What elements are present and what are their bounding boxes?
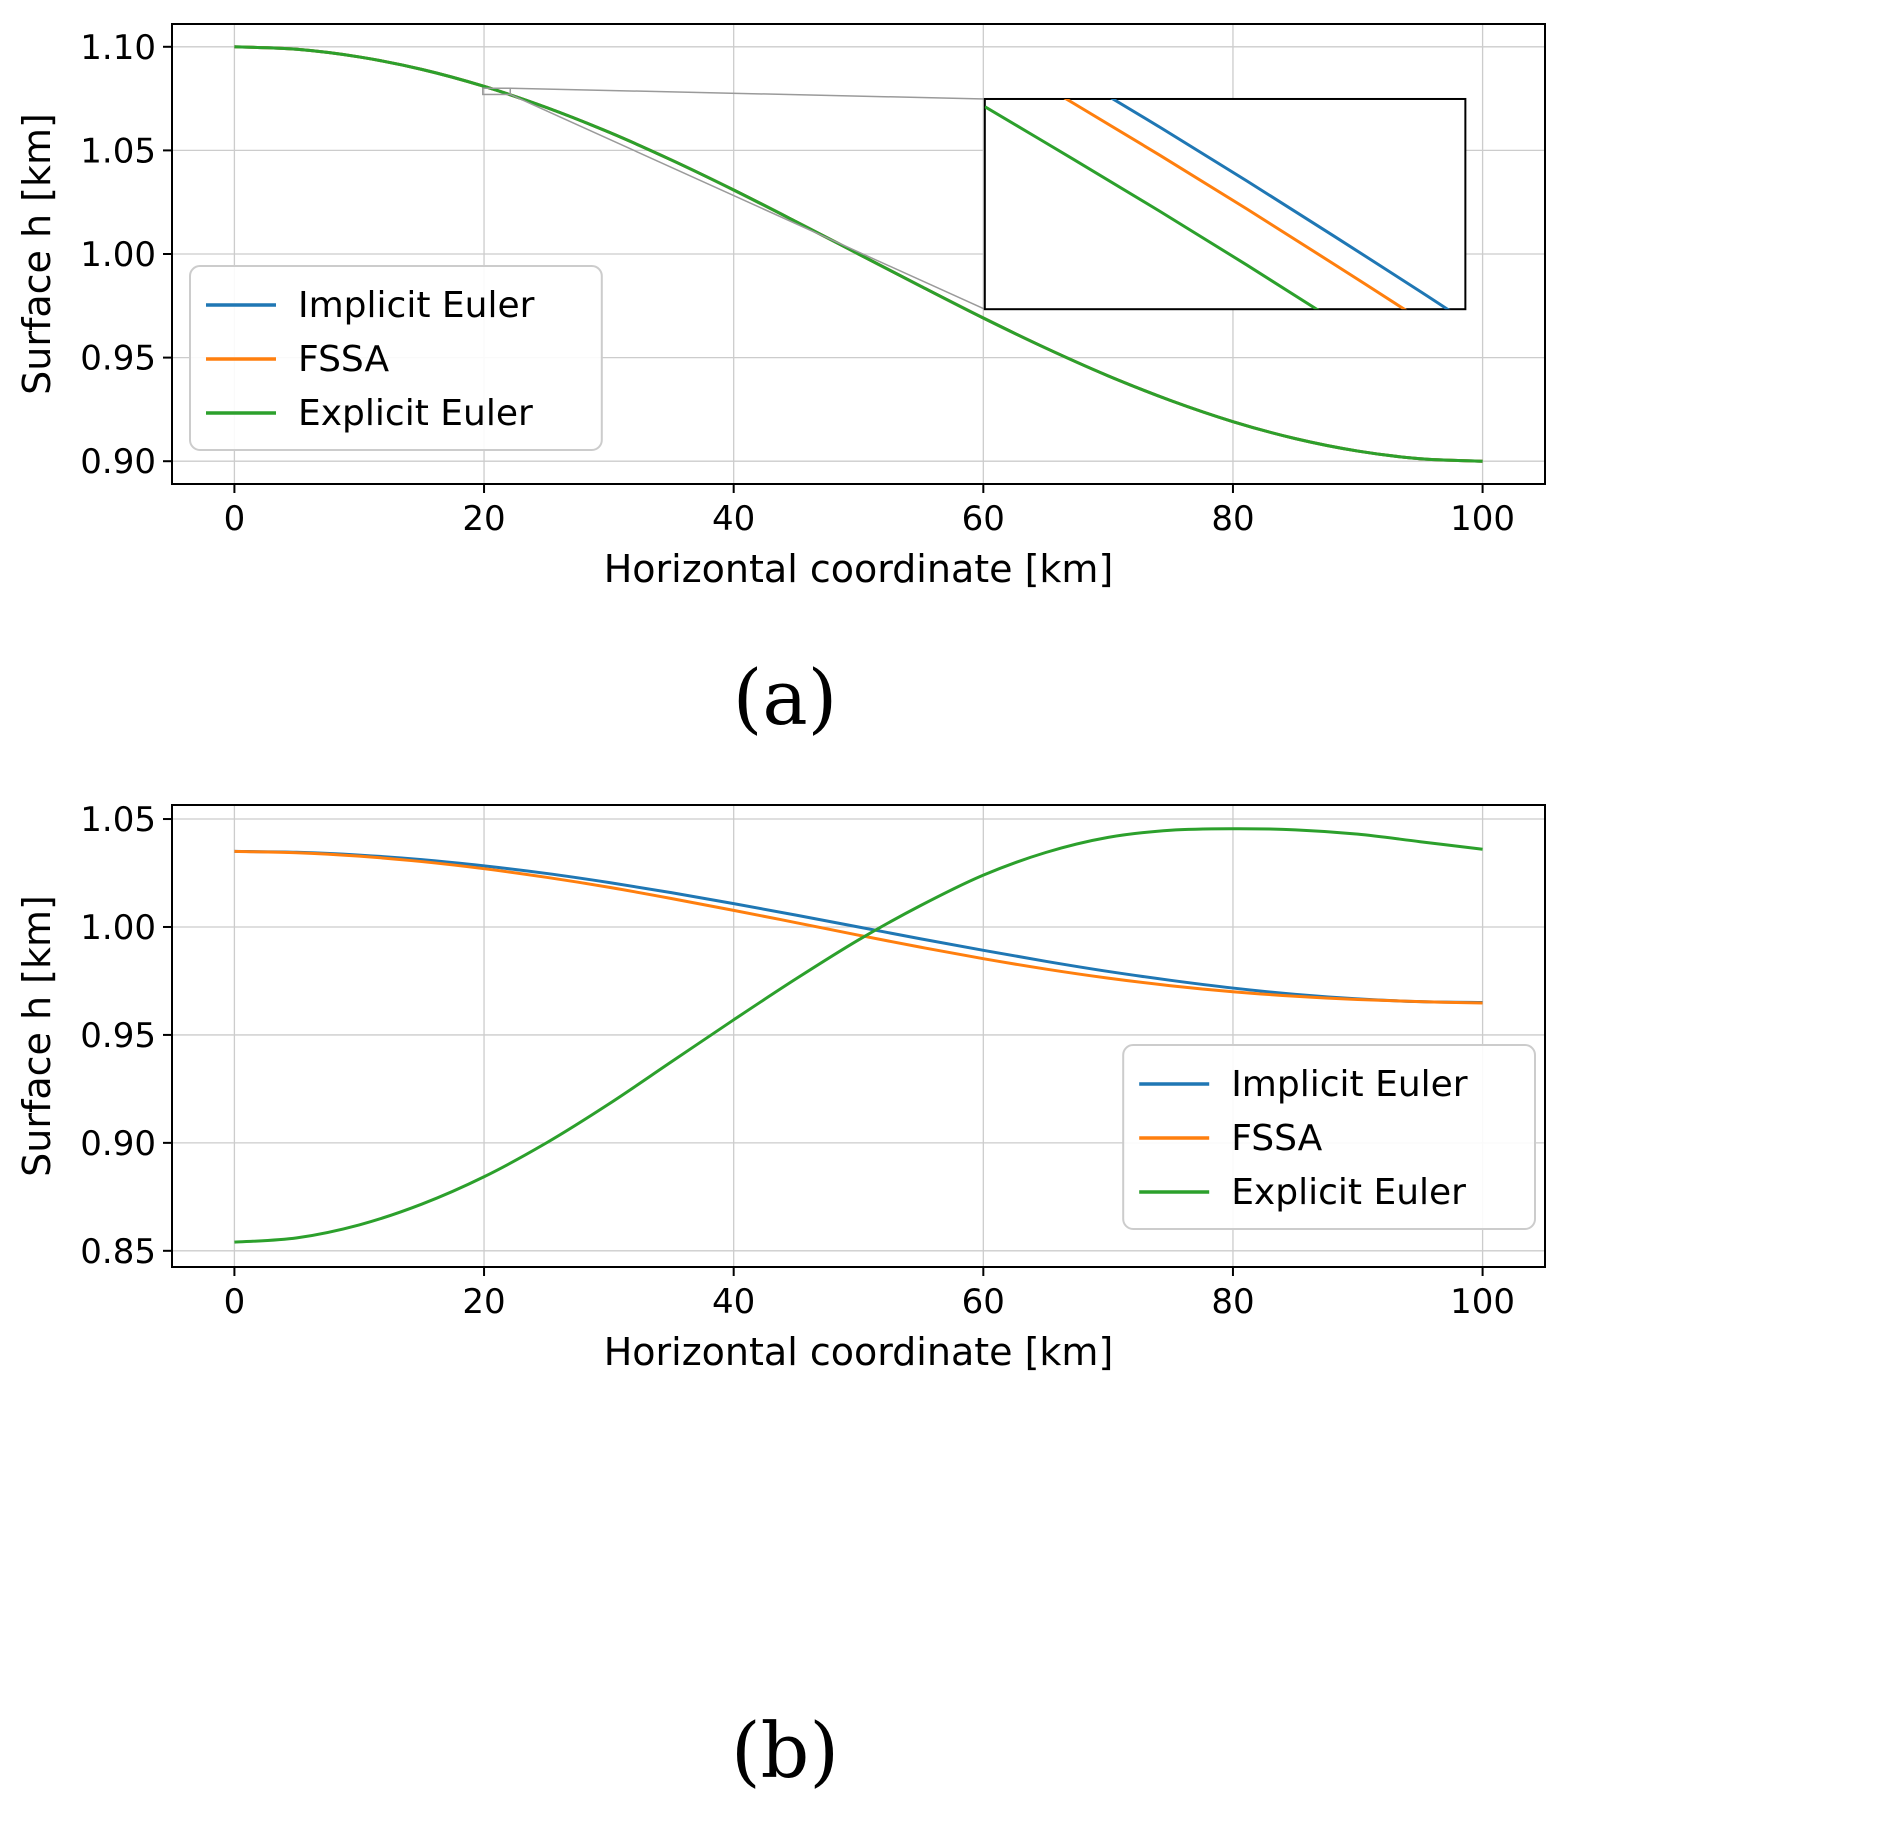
axis-ticks: 0 20 40 60 80 100 0.85 0.90 0.95 1.00 1.05 [80, 800, 1515, 1322]
y-tick-label: 1.00 [80, 908, 156, 948]
zoom-indicator-rect [482, 87, 512, 96]
x-tick-label: 20 [462, 1282, 505, 1322]
chart-b: 0 20 40 60 80 100 0.85 0.90 0.95 1.00 1.05 Horizont… [15, 800, 1546, 1374]
x-axis-label: Horizontal coordinate [km] [604, 547, 1114, 591]
legend-label-explicit-euler: Explicit Euler [298, 393, 533, 434]
y-tick-label: 1.10 [80, 28, 156, 68]
inset-box [983, 97, 1467, 311]
legend: Implicit Euler FSSA Explicit Euler [1122, 1044, 1536, 1231]
inset-series-explicit-euler [984, 105, 1320, 310]
series-explicit-euler [234, 45, 1483, 463]
plot-border [171, 804, 1546, 1269]
x-tick-label: 0 [224, 1282, 246, 1322]
plot-series [234, 827, 1483, 1244]
x-tick-label: 100 [1450, 499, 1515, 539]
x-tick-label: 60 [962, 1282, 1005, 1322]
y-tick-label: 0.95 [80, 339, 156, 379]
legend-label-implicit-euler: Implicit Euler [1231, 1064, 1468, 1105]
axis-ticks: 0 20 40 60 80 100 0.90 0.95 1.00 1.05 1.10 [80, 28, 1515, 539]
x-tick-label: 0 [224, 499, 246, 539]
x-tick-label: 100 [1450, 1282, 1515, 1322]
legend-label-fssa: FSSA [298, 339, 389, 380]
inset-connector-bottom [509, 93, 986, 310]
x-tick-label: 80 [1211, 1282, 1254, 1322]
x-tick-label: 40 [712, 1282, 755, 1322]
x-tick-label: 80 [1211, 499, 1254, 539]
legend-label-fssa: FSSA [1231, 1118, 1322, 1159]
x-tick-label: 40 [712, 499, 755, 539]
y-tick-label: 1.05 [80, 800, 156, 840]
chart-a: 0 20 40 60 80 100 0.90 0.95 1.00 1.05 1.10 Horizont… [15, 23, 1546, 591]
y-axis-label: Surface h [km] [15, 895, 59, 1177]
x-axis-label: Horizontal coordinate [km] [604, 1330, 1114, 1374]
series-fssa [234, 850, 1483, 1005]
y-tick-label: 0.85 [80, 1232, 156, 1272]
x-tick-label: 20 [462, 499, 505, 539]
y-tick-label: 0.90 [80, 442, 156, 482]
legend-label-implicit-euler: Implicit Euler [298, 285, 535, 326]
plot-series [234, 45, 1483, 463]
legend: Implicit Euler FSSA Explicit Euler [189, 265, 603, 451]
inset-zoom [482, 87, 1467, 311]
y-tick-label: 0.95 [80, 1016, 156, 1056]
inset-series-implicit-euler [1110, 98, 1451, 310]
legend-box [1122, 1044, 1536, 1231]
y-tick-label: 1.00 [80, 235, 156, 275]
caption-a: (a) [732, 653, 838, 742]
series-implicit-euler [234, 850, 1483, 1005]
caption-b: (b) [731, 1706, 839, 1796]
inset-series-fssa [1063, 98, 1408, 310]
y-tick-label: 1.05 [80, 131, 156, 171]
inset-connector-top [510, 87, 985, 100]
x-tick-label: 60 [962, 499, 1005, 539]
series-explicit-euler [234, 827, 1483, 1244]
legend-label-explicit-euler: Explicit Euler [1231, 1172, 1466, 1213]
y-axis-label: Surface h [km] [15, 113, 59, 395]
y-tick-label: 0.90 [80, 1124, 156, 1164]
legend-box [189, 265, 603, 451]
